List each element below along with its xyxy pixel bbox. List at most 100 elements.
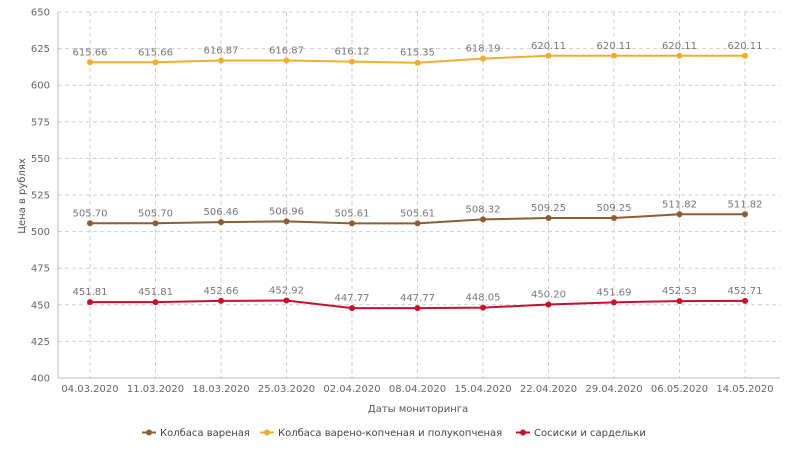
data-label: 448.05 <box>466 293 501 304</box>
data-label: 452.66 <box>204 286 239 297</box>
data-label: 505.70 <box>138 208 173 219</box>
data-label: 509.25 <box>597 203 632 214</box>
y-tick-label: 475 <box>31 264 50 275</box>
y-tick-label: 400 <box>31 374 50 385</box>
data-label: 615.66 <box>73 47 108 58</box>
x-axis-ticks: 04.03.2020 11.03.2020 18.03.2020 25.03.2020… <box>61 384 773 395</box>
data-label: 451.81 <box>138 287 173 298</box>
data-point <box>742 52 748 59</box>
data-label: 615.66 <box>138 47 173 58</box>
legend-swatch-dot <box>520 429 526 436</box>
data-point <box>545 301 552 308</box>
legend-item[interactable]: Колбаса варено-копченая и полукопченая <box>260 428 502 439</box>
y-tick-label: 425 <box>31 337 50 348</box>
legend-item[interactable]: Сосиски и сардельки <box>516 428 646 439</box>
data-point <box>480 304 486 311</box>
data-point <box>349 220 355 227</box>
data-point <box>218 57 224 64</box>
legend-label: Сосиски и сардельки <box>534 428 646 439</box>
y-tick-label: 575 <box>31 117 50 128</box>
x-tick-label: 18.03.2020 <box>192 384 249 395</box>
data-point <box>218 297 224 304</box>
data-label: 447.77 <box>400 293 435 304</box>
data-label: 511.82 <box>728 199 763 210</box>
data-label: 511.82 <box>662 199 697 210</box>
data-label: 616.87 <box>204 46 239 57</box>
data-label: 451.69 <box>597 287 632 298</box>
data-label: 450.20 <box>531 290 566 301</box>
y-tick-label: 500 <box>31 227 50 238</box>
data-point <box>742 211 748 218</box>
data-point <box>611 299 617 306</box>
data-point <box>87 59 93 66</box>
legend-label: Колбаса варено-копченая и полукопченая <box>278 428 502 439</box>
y-axis-ticks: 400 425 450 475 500 525 550 575 600 625 650 <box>31 8 50 385</box>
x-tick-label: 06.05.2020 <box>651 384 708 395</box>
x-tick-label: 08.04.2020 <box>389 384 446 395</box>
x-tick-label: 25.03.2020 <box>258 384 315 395</box>
data-label: 506.46 <box>204 207 239 218</box>
data-point <box>676 52 683 59</box>
data-point <box>87 299 93 306</box>
data-label: 447.77 <box>335 293 370 304</box>
data-label: 616.12 <box>335 47 370 58</box>
data-point <box>414 59 421 66</box>
legend-swatch-dot <box>264 429 270 436</box>
data-label: 505.70 <box>73 208 108 219</box>
data-label: 506.96 <box>269 206 304 217</box>
data-label: 505.61 <box>400 208 435 219</box>
data-label: 620.11 <box>728 41 763 52</box>
data-point <box>152 59 159 66</box>
data-point <box>87 220 93 227</box>
data-point <box>676 211 683 218</box>
data-label: 616.87 <box>269 46 304 57</box>
data-point <box>218 219 224 226</box>
data-label: 615.35 <box>400 48 435 59</box>
data-point <box>611 215 617 222</box>
x-tick-label: 02.04.2020 <box>323 384 380 395</box>
data-point <box>611 52 617 59</box>
data-point <box>283 218 290 225</box>
data-label: 618.19 <box>466 44 501 55</box>
data-label: 451.81 <box>73 287 108 298</box>
legend-item[interactable]: Колбаса вареная <box>142 428 250 439</box>
legend-label: Колбаса вареная <box>160 428 250 439</box>
y-tick-label: 525 <box>31 191 50 202</box>
x-tick-label: 29.04.2020 <box>585 384 642 395</box>
data-point <box>283 297 290 304</box>
y-tick-label: 550 <box>31 154 50 165</box>
data-point <box>349 305 355 312</box>
x-tick-label: 04.03.2020 <box>61 384 118 395</box>
data-label: 452.92 <box>269 286 304 297</box>
y-axis-title: Цена в рублях <box>17 158 28 234</box>
y-tick-label: 600 <box>31 81 50 92</box>
data-point <box>414 305 421 312</box>
data-label: 620.11 <box>662 41 697 52</box>
data-label: 452.53 <box>662 286 697 297</box>
legend-swatch-dot <box>146 429 152 436</box>
x-axis-title: Даты мониторинга <box>368 404 468 415</box>
data-point <box>349 58 355 65</box>
grid <box>57 11 780 379</box>
data-label: 509.25 <box>531 203 566 214</box>
data-point <box>676 298 683 305</box>
data-point <box>283 57 290 64</box>
data-point <box>545 215 552 222</box>
data-point <box>742 297 748 304</box>
data-label: 620.11 <box>597 41 632 52</box>
x-tick-label: 11.03.2020 <box>127 384 184 395</box>
y-tick-label: 625 <box>31 44 50 55</box>
x-tick-label: 14.05.2020 <box>716 384 773 395</box>
data-point <box>480 55 486 62</box>
data-labels: 505.70 505.70 506.46 506.96 505.61 505.61 508.… <box>73 41 763 304</box>
y-tick-label: 650 <box>31 8 50 19</box>
data-point <box>545 52 552 59</box>
data-point <box>152 299 159 306</box>
series-lines <box>87 52 748 312</box>
data-label: 508.32 <box>466 204 501 215</box>
data-label: 452.71 <box>728 286 763 297</box>
x-tick-label: 15.04.2020 <box>454 384 511 395</box>
data-point <box>152 220 159 227</box>
data-point <box>414 220 421 227</box>
